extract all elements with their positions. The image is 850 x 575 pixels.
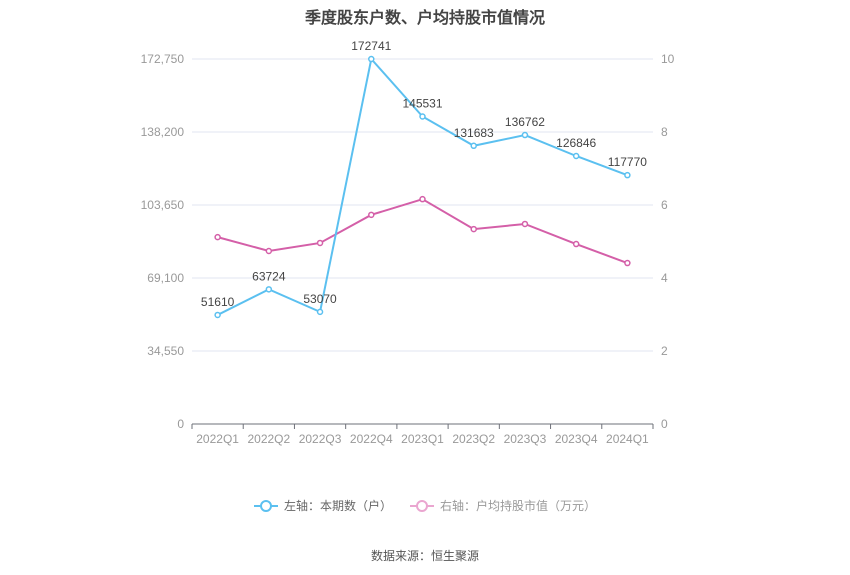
- right-tick-label: 6: [661, 198, 668, 212]
- x-tick-label: 2022Q3: [299, 432, 342, 446]
- line-chart: 0 34,550 69,100 103,650 138,200 172,750 0 2 4 6 8…: [141, 39, 675, 446]
- x-tick-label: 2022Q4: [350, 432, 393, 446]
- data-point[interactable]: [316, 308, 324, 316]
- data-source: 数据来源：恒生聚源: [370, 549, 479, 563]
- data-point[interactable]: [419, 195, 426, 203]
- data-point[interactable]: [624, 259, 631, 267]
- right-y-axis: 0 2 4 6 8 10: [661, 52, 675, 431]
- data-label: 117770: [608, 155, 647, 169]
- x-tick-label: 2023Q1: [401, 432, 444, 446]
- data-point[interactable]: [624, 171, 631, 179]
- x-axis: 2022Q1 2022Q2 2022Q3 2022Q4 2023Q1 2023Q2 2023…: [191, 423, 654, 446]
- left-tick-label: 34,550: [147, 344, 184, 358]
- data-point[interactable]: [316, 239, 324, 247]
- data-label: 131683: [454, 126, 494, 140]
- data-label: 53070: [303, 292, 337, 306]
- x-tick-label: 2023Q3: [504, 432, 547, 446]
- x-tick-label: 2022Q2: [247, 432, 290, 446]
- left-tick-label: 69,100: [147, 271, 184, 285]
- chart-title: 季度股东户数、户均持股市值情况: [304, 8, 545, 27]
- left-tick-label: 0: [177, 417, 184, 431]
- legend-line-circle-icon: [410, 499, 434, 512]
- legend-item-left[interactable]: 左轴：本期数（户）: [253, 497, 392, 514]
- data-point[interactable]: [572, 152, 580, 160]
- legend: 左轴：本期数（户） 右轴：户均持股市值（万元）: [0, 497, 850, 514]
- series-avg-holding-value: [214, 195, 631, 267]
- legend-label-left: 左轴：本期数（户）: [283, 499, 392, 513]
- left-tick-label: 172,750: [141, 52, 185, 66]
- data-point[interactable]: [470, 142, 477, 150]
- data-point[interactable]: [521, 220, 529, 228]
- data-point[interactable]: [214, 233, 221, 241]
- data-point[interactable]: [265, 286, 273, 293]
- data-point[interactable]: [470, 225, 477, 233]
- x-tick-label: 2023Q4: [555, 432, 598, 446]
- data-point[interactable]: [368, 55, 375, 63]
- x-tick-label: 2022Q1: [196, 432, 239, 446]
- right-tick-label: 4: [661, 271, 668, 285]
- right-tick-label: 2: [661, 344, 668, 358]
- data-label: 145531: [402, 97, 442, 111]
- data-label: 51610: [201, 295, 235, 309]
- data-label: 172741: [351, 39, 391, 53]
- data-point[interactable]: [214, 311, 221, 319]
- data-label: 126846: [556, 136, 596, 150]
- left-tick-label: 103,650: [141, 198, 185, 212]
- legend-line-circle-icon: [253, 499, 278, 512]
- x-tick-label: 2023Q2: [452, 432, 495, 446]
- legend-item-right[interactable]: 右轴：户均持股市值（万元）: [410, 497, 596, 514]
- left-tick-label: 138,200: [141, 125, 185, 139]
- right-tick-label: 0: [661, 417, 668, 431]
- data-point[interactable]: [572, 240, 580, 248]
- series-shareholder-count: 51610 63724 53070 172741 145531 131683 136762 1…: [201, 39, 647, 319]
- data-label: 136762: [505, 115, 545, 129]
- right-tick-label: 8: [661, 125, 668, 139]
- right-tick-label: 10: [661, 52, 675, 66]
- data-point[interactable]: [419, 113, 426, 120]
- data-point[interactable]: [521, 131, 529, 139]
- left-y-axis: 0 34,550 69,100 103,650 138,200 172,750: [141, 52, 185, 431]
- data-point[interactable]: [265, 247, 273, 255]
- legend-label-right: 右轴：户均持股市值（万元）: [440, 499, 597, 513]
- data-label: 63724: [252, 269, 286, 283]
- grid-lines: [192, 58, 653, 352]
- x-tick-label: 2024Q1: [606, 432, 649, 446]
- data-point[interactable]: [368, 211, 375, 219]
